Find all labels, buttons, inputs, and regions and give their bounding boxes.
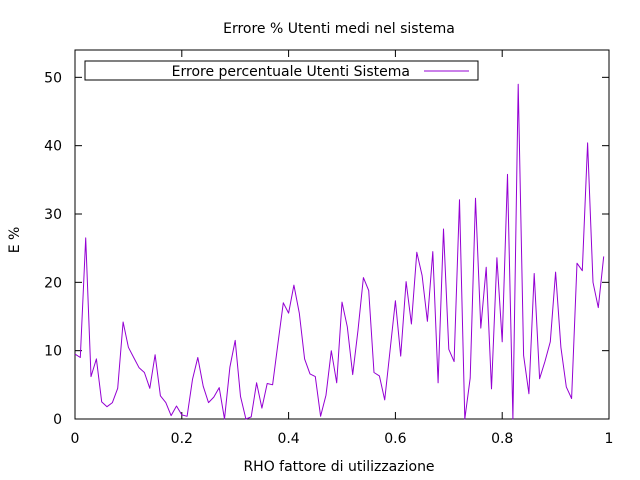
series-line — [74, 83, 605, 420]
y-tick-label: 20 — [44, 275, 62, 291]
legend-label: Errore percentuale Utenti Sistema — [172, 64, 410, 80]
y-tick-label: 10 — [44, 344, 62, 360]
y-tick-label: 50 — [44, 70, 62, 86]
x-tick-label: 1 — [605, 431, 614, 447]
plot-border — [74, 49, 610, 420]
y-tick-label: 0 — [53, 412, 62, 428]
x-tick-label: 0.4 — [277, 431, 299, 447]
x-tick-label: 0.6 — [384, 431, 406, 447]
y-tick-label: 30 — [44, 207, 62, 223]
plot-frame — [74, 49, 610, 420]
legend: Errore percentuale Utenti Sistema — [84, 60, 479, 81]
series-layer — [74, 83, 605, 420]
x-axis-title: RHO fattore di utilizzazione — [243, 459, 434, 475]
x-tick-label: 0 — [71, 431, 80, 447]
chart-title: Errore % Utenti medi nel sistema — [223, 21, 455, 37]
x-tick-label: 0.2 — [171, 431, 193, 447]
legend-box — [84, 60, 479, 81]
x-tick-label: 0.8 — [491, 431, 513, 447]
y-axis-title: E % — [7, 227, 23, 254]
y-tick-label: 40 — [44, 139, 62, 155]
